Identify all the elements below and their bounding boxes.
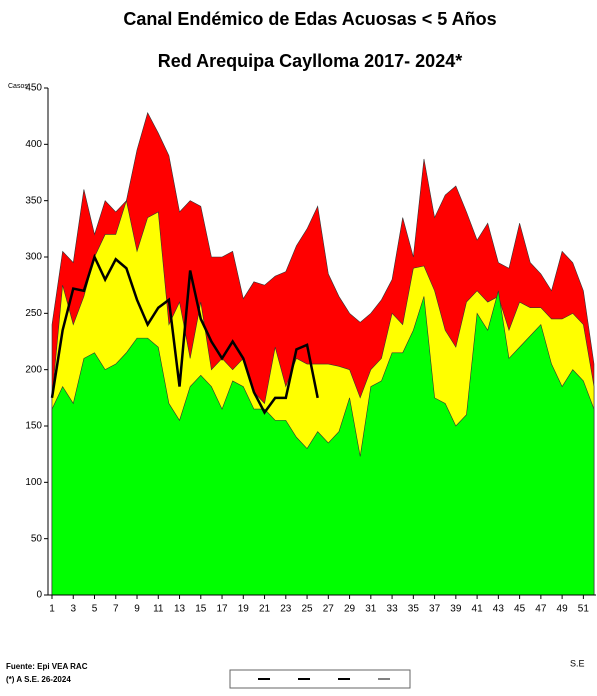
x-tick-label: 19 <box>238 604 250 615</box>
x-tick-label: 9 <box>134 604 140 615</box>
x-tick-label: 37 <box>429 604 441 615</box>
x-tick-label: 41 <box>472 604 484 615</box>
y-tick-label: 250 <box>25 308 42 319</box>
area <box>51 290 595 596</box>
y-tick-label: 300 <box>25 252 42 263</box>
x-tick-label: 27 <box>323 604 335 615</box>
chart-subtitle: Red Arequipa Caylloma 2017- 2024* <box>158 51 462 71</box>
x-tick-label: 29 <box>344 604 356 615</box>
y-axis-label: Casos <box>8 83 28 90</box>
x-tick-label: 21 <box>259 604 271 615</box>
y-tick-label: 200 <box>25 364 42 375</box>
y-tick-label: 150 <box>25 421 42 432</box>
y-tick-label: 400 <box>25 139 42 150</box>
x-tick-label: 33 <box>387 604 399 615</box>
legend-box <box>229 669 411 689</box>
x-tick-label: 25 <box>301 604 313 615</box>
x-tick-label: 45 <box>514 604 526 615</box>
y-tick-label: 450 <box>25 83 42 94</box>
source: Fuente: Epi VEA RAC <box>6 662 88 671</box>
y-tick-label: 350 <box>25 195 42 206</box>
x-tick-label: 31 <box>365 604 377 615</box>
x-axis-label: S.E <box>570 658 585 668</box>
x-tick-label: 35 <box>408 604 420 615</box>
x-tick-label: 23 <box>280 604 292 615</box>
x-tick-label: 7 <box>113 604 119 615</box>
x-tick-label: 13 <box>174 604 186 615</box>
legend <box>229 669 411 689</box>
x-tick-label: 5 <box>92 604 98 615</box>
x-tick-label: 39 <box>450 604 462 615</box>
x-tick-label: 17 <box>216 604 228 615</box>
line <box>50 253 319 415</box>
x-tick-label: 15 <box>195 604 207 615</box>
x-tick-label: 43 <box>493 604 505 615</box>
x-tick-label: 3 <box>70 604 76 615</box>
y-tick-label: 50 <box>31 533 43 544</box>
y-tick-label: 100 <box>25 477 42 488</box>
x-tick-label: 51 <box>578 604 590 615</box>
x-tick-label: 1 <box>49 604 55 615</box>
x-tick-label: 11 <box>153 604 164 615</box>
y-tick-label: 0 <box>36 590 42 601</box>
x-tick-label: 47 <box>535 604 547 615</box>
chart-title: Canal Endémico de Edas Acuosas < 5 Años <box>123 9 496 29</box>
x-tick-label: 49 <box>557 604 569 615</box>
note: (*) A S.E. 26-2024 <box>6 675 71 684</box>
